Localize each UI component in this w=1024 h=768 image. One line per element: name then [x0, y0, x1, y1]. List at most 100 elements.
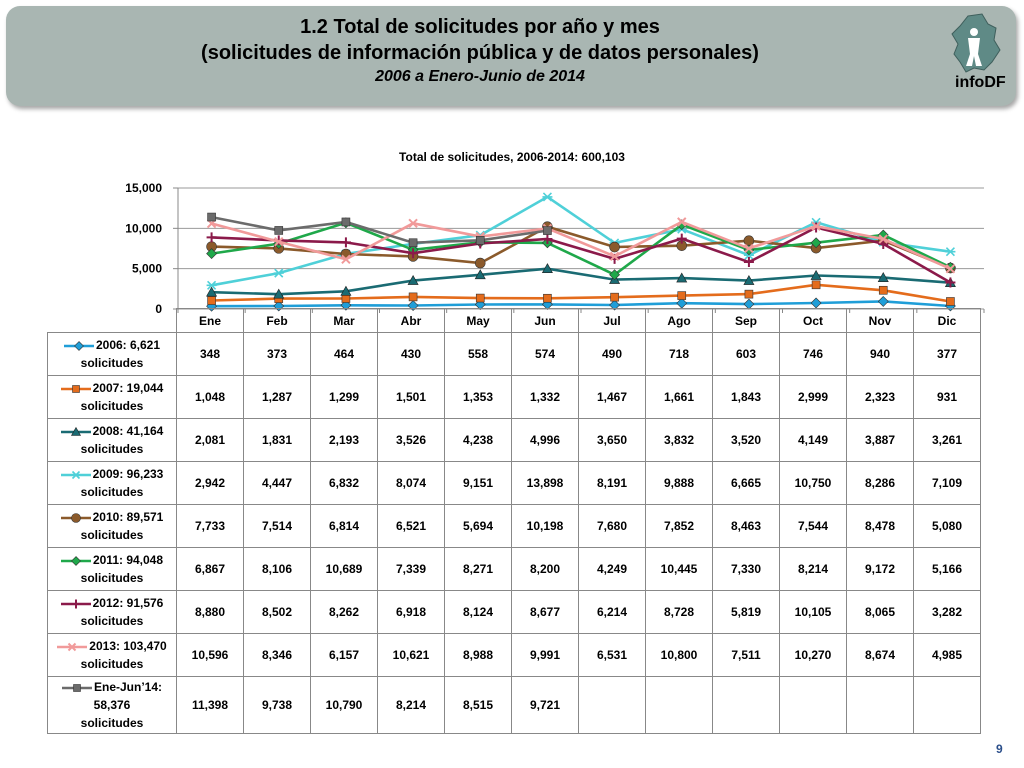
- month-header: Feb: [243, 308, 311, 333]
- legend-label: solicitudes: [80, 399, 144, 413]
- legend-label: 2006: 6,621: [95, 338, 161, 352]
- y-tick-label: 10,000: [125, 221, 162, 235]
- value-cell: 9,721: [511, 676, 579, 734]
- data-point: [408, 238, 418, 248]
- data-point: [206, 280, 217, 290]
- value-cell: 9,172: [846, 547, 914, 591]
- value-cell: 7,339: [377, 547, 445, 591]
- value-cell: 9,991: [511, 633, 579, 677]
- value-cell: 464: [310, 332, 378, 376]
- value-cell: [578, 676, 646, 734]
- month-header: Nov: [846, 308, 914, 333]
- value-cell: 4,447: [243, 461, 311, 505]
- data-point: [677, 291, 687, 300]
- value-cell: 8,988: [444, 633, 512, 677]
- infodf-logo: [951, 13, 1001, 73]
- month-header: Mar: [310, 308, 378, 333]
- data-point: [878, 238, 889, 249]
- value-cell: 558: [444, 332, 512, 376]
- y-tick-label: 15,000: [125, 181, 162, 195]
- value-cell: [779, 676, 847, 734]
- value-cell: 1,831: [243, 418, 311, 462]
- value-cell: 7,511: [712, 633, 780, 677]
- data-point: [743, 274, 755, 285]
- value-cell: 1,332: [511, 375, 579, 419]
- legend-label: Ene-Jun’14:: [93, 680, 162, 694]
- value-cell: 1,501: [377, 375, 445, 419]
- legend-label: 2008: 41,164: [92, 424, 164, 438]
- value-cell: 8,065: [846, 590, 914, 634]
- value-cell: 8,214: [779, 547, 847, 591]
- legend-label: 2010: 89,571: [92, 510, 164, 524]
- legend-label: solicitudes: [80, 485, 144, 499]
- value-cell: 9,738: [243, 676, 311, 734]
- value-cell: 603: [712, 332, 780, 376]
- series-legend-cell: 2009: 96,233 solicitudes: [47, 461, 177, 505]
- data-point: [878, 234, 888, 244]
- value-cell: 8,478: [846, 504, 914, 548]
- value-cell: 2,942: [176, 461, 244, 505]
- data-point: [811, 221, 821, 231]
- legend-label: solicitudes: [80, 571, 144, 585]
- data-point: [341, 294, 351, 303]
- value-cell: 10,790: [310, 676, 378, 734]
- value-cell: 6,665: [712, 461, 780, 505]
- series-legend-cell: 2007: 19,044 solicitudes: [47, 375, 177, 419]
- month-header: Jul: [578, 308, 646, 333]
- title-banner: [6, 6, 1016, 106]
- value-cell: [846, 676, 914, 734]
- data-point: [541, 263, 553, 273]
- legend-label: 2009: 96,233: [92, 467, 164, 481]
- slide-title: 1.2 Total de solicitudes por año y mes (…: [0, 14, 960, 88]
- value-cell: 4,985: [913, 633, 981, 677]
- value-cell: 931: [913, 375, 981, 419]
- data-point: [543, 226, 552, 235]
- value-cell: 8,286: [846, 461, 914, 505]
- data-point: [677, 217, 687, 227]
- series-2: [207, 280, 955, 306]
- value-cell: 10,800: [645, 633, 713, 677]
- table-corner: [47, 308, 177, 333]
- series-legend-cell: 2012: 91,576 solicitudes: [47, 590, 177, 634]
- data-point: [609, 251, 620, 262]
- legend-label: 2013: 103,470: [89, 639, 167, 653]
- legend-key: [60, 470, 91, 479]
- value-cell: 348: [176, 332, 244, 376]
- value-cell: 6,521: [377, 504, 445, 548]
- value-cell: 8,271: [444, 547, 512, 591]
- data-point: [408, 218, 418, 229]
- series-line: [211, 220, 951, 270]
- data-point: [877, 272, 889, 282]
- value-cell: 2,193: [310, 418, 378, 462]
- data-point: [474, 269, 486, 280]
- title-line-1: 1.2 Total de solicitudes por año y mes: [300, 16, 660, 38]
- value-cell: 10,445: [645, 547, 713, 591]
- value-cell: 940: [846, 332, 914, 376]
- value-cell: 746: [779, 332, 847, 376]
- value-cell: 2,323: [846, 375, 914, 419]
- table-row: 2013: 103,470 solicitudes 10,596 8,346 6,157…: [47, 633, 981, 677]
- data-point: [609, 269, 621, 281]
- value-cell: 13,898: [511, 461, 579, 505]
- series-legend-cell: 2010: 89,571 solicitudes: [47, 504, 177, 548]
- series-line: [211, 267, 951, 296]
- value-cell: 3,887: [846, 418, 914, 462]
- data-point: [207, 212, 216, 222]
- value-cell: 7,733: [176, 504, 244, 548]
- page-number: 9: [996, 742, 1003, 756]
- value-cell: 2,999: [779, 375, 847, 419]
- value-cell: 8,677: [511, 590, 579, 634]
- data-point: [945, 264, 956, 274]
- value-cell: 377: [913, 332, 981, 376]
- value-cell: 10,105: [779, 590, 847, 634]
- value-cell: 10,198: [511, 504, 579, 548]
- data-point: [946, 297, 955, 306]
- y-tick-label: 5,000: [132, 262, 162, 276]
- table-row: 2006: 6,621 solicitudes 348 373 464 430 558 574…: [47, 332, 981, 376]
- table-row: 2007: 19,044 solicitudes 1,048 1,287 1,299 1,…: [47, 375, 981, 419]
- month-header: Sep: [712, 308, 780, 333]
- value-cell: 8,728: [645, 590, 713, 634]
- data-point: [743, 257, 754, 268]
- table-row: Ene-Jun’14: 58,376 solicitudes 11,398 9,738 1…: [47, 676, 981, 734]
- data-point: [676, 233, 687, 244]
